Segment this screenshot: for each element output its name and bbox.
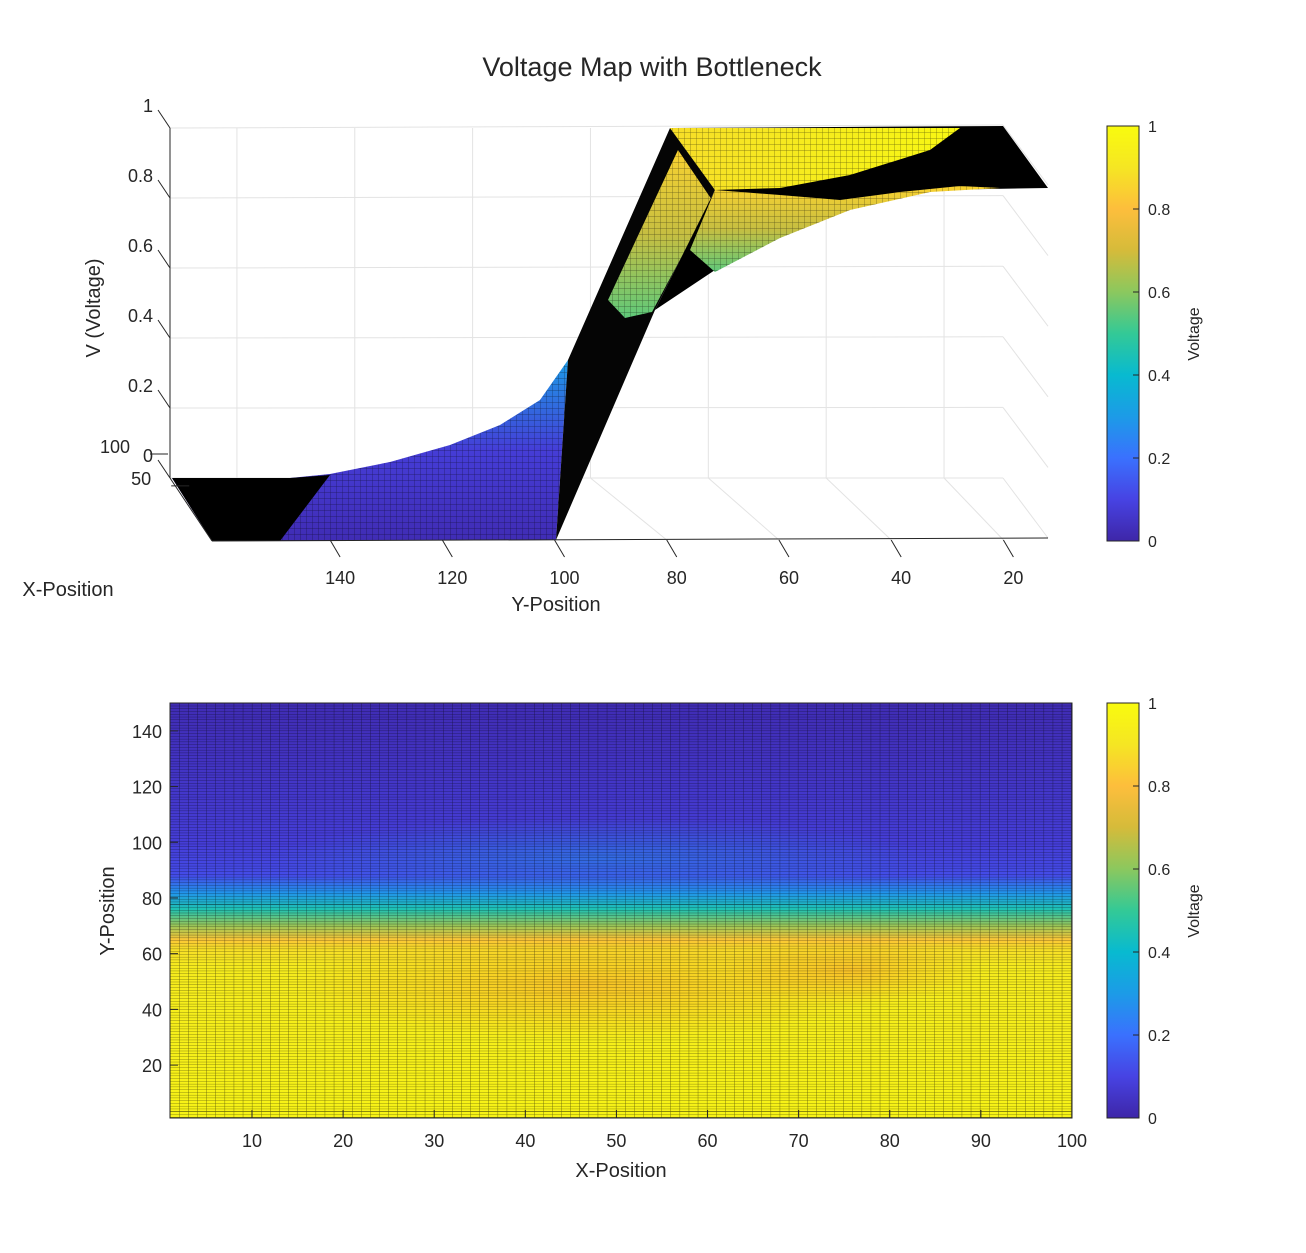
surface-z-gridline xyxy=(169,265,1004,269)
heatmap-ticks: 10 20 30 40 50 60 70 80 90 100 20 40 60 80 100 120 140 xyxy=(132,722,1087,1151)
colorbar-tick-label: 0.4 xyxy=(1148,368,1170,385)
surface-z-tick xyxy=(157,459,171,479)
surface-z-gridline-side xyxy=(1002,477,1049,539)
surface-y-tick-label: 40 xyxy=(891,568,911,588)
surface-z-gridline-side xyxy=(1002,336,1049,398)
surface-y-tick-label: 20 xyxy=(1003,568,1023,588)
surface-y-label: Y-Position xyxy=(511,594,600,616)
surface-y-tick-label: 120 xyxy=(437,568,467,588)
surface-y-tick-label: 100 xyxy=(550,568,580,588)
surface-z-tick-label: 0.4 xyxy=(128,306,153,326)
surface-colorbar-ticks: 0 0.2 0.4 0.6 0.8 1 xyxy=(1133,119,1170,551)
surface-z-tick xyxy=(157,389,171,409)
voltage-surface xyxy=(172,126,1048,541)
heatmap-x-tick-label: 40 xyxy=(515,1131,535,1151)
surface-x-label: X-Position xyxy=(22,579,113,601)
surface-y-tick-label: 80 xyxy=(667,568,687,588)
heatmap-x-tick-label: 100 xyxy=(1057,1131,1087,1151)
surface-z-label: V (Voltage) xyxy=(83,259,105,358)
surface-z-gridline-side xyxy=(1002,124,1049,186)
heatmap-mesh xyxy=(170,703,1072,1118)
heatmap-x-label: X-Position xyxy=(575,1160,666,1182)
colorbar-tick-label: 0.6 xyxy=(1148,285,1170,302)
surface-z-tick xyxy=(157,319,171,339)
y-axis-line xyxy=(211,537,1049,542)
surface-y-tick xyxy=(666,539,678,558)
heatmap-x-tick-label: 20 xyxy=(333,1131,353,1151)
colorbar-tick-label: 0.4 xyxy=(1148,945,1170,962)
colorbar-tick-label: 1 xyxy=(1148,119,1157,136)
surface-z-tick-label: 0.8 xyxy=(128,166,153,186)
surface-high-dip-mesh xyxy=(690,186,1000,272)
colorbar-tick-label: 0 xyxy=(1148,1111,1157,1128)
heatmap-y-tick-label: 60 xyxy=(142,945,162,965)
surface-z-tick xyxy=(157,249,171,269)
surface-z-tick-label: 0.6 xyxy=(128,236,153,256)
surface-plot: Voltage Map with Bottleneck 0 0.2 0.4 0.6 0.… xyxy=(22,52,1203,616)
heatmap-colorbar xyxy=(1106,702,1140,1119)
surface-y-gridline-floor xyxy=(708,477,780,541)
surface-y-tick xyxy=(1002,539,1014,558)
colorbar-tick-label: 0.8 xyxy=(1148,779,1170,796)
heatmap-x-tick-label: 90 xyxy=(971,1131,991,1151)
surface-high-top-mesh xyxy=(670,128,960,190)
heatmap-x-tick-label: 70 xyxy=(789,1131,809,1151)
heatmap-x-tick-label: 50 xyxy=(606,1131,626,1151)
colorbar-tick-label: 0 xyxy=(1148,534,1157,551)
surface-x-tick-label: 50 xyxy=(131,469,151,489)
heatmap-y-label: Y-Position xyxy=(97,866,119,955)
surface-z-tick-label: 1 xyxy=(143,96,153,116)
heatmap-x-tick-label: 30 xyxy=(424,1131,444,1151)
heatmap-y-tick-label: 140 xyxy=(132,722,162,742)
surface-ramp-face-mesh xyxy=(608,150,712,318)
surface-y-tick xyxy=(554,539,565,558)
surface-y-tick-label: 60 xyxy=(779,568,799,588)
heatmap-x-tick-label: 80 xyxy=(880,1131,900,1151)
surface-y-tick xyxy=(778,539,790,558)
surface-y-tick xyxy=(329,539,341,558)
surface-y-tick xyxy=(890,539,902,558)
colorbar-tick-label: 0.2 xyxy=(1148,451,1170,468)
surface-low-edge xyxy=(172,475,330,541)
surface-y-tick-label: 140 xyxy=(325,568,355,588)
heatmap-y-tick-label: 20 xyxy=(142,1056,162,1076)
x-axis-line xyxy=(169,477,213,542)
figure-title: Voltage Map with Bottleneck xyxy=(482,52,822,82)
heatmap-frame xyxy=(169,702,1073,1119)
surface-z-tick xyxy=(157,179,171,199)
heatmap-y-tick-label: 80 xyxy=(142,889,162,909)
colorbar-tick-label: 1 xyxy=(1148,696,1157,713)
surface-z-tick xyxy=(157,109,171,129)
surface-z-gridline-side xyxy=(1002,195,1049,256)
surface-x-tick-label: 100 xyxy=(100,437,130,457)
heatmap-x-tick-label: 60 xyxy=(698,1131,718,1151)
surface-low-region-mesh xyxy=(250,360,568,541)
surface-z-tick-label: 0.2 xyxy=(128,376,153,396)
surface-z-gridline-side xyxy=(1002,407,1049,468)
surface-y-gridline-floor xyxy=(825,477,892,541)
surface-z-tick-label: 0 xyxy=(143,446,153,466)
surface-z-gridline-side xyxy=(1002,265,1049,327)
heatmap-y-tick-label: 100 xyxy=(132,833,162,853)
heatmap-colorbar-ticks: 0 0.2 0.4 0.6 0.8 1 xyxy=(1133,696,1170,1128)
heatmap-y-tick-label: 120 xyxy=(132,778,162,798)
colorbar-tick-label: 0.6 xyxy=(1148,862,1170,879)
colorbar-tick-label: 0.8 xyxy=(1148,202,1170,219)
surface-colorbar-label: Voltage xyxy=(1186,307,1203,360)
heatmap-y-tick-label: 40 xyxy=(142,1000,162,1020)
surface-colorbar xyxy=(1106,125,1140,542)
colorbar-tick-label: 0.2 xyxy=(1148,1028,1170,1045)
surface-z-gridline xyxy=(169,124,1004,129)
surface-y-gridline-floor xyxy=(943,477,1004,541)
heatmap-colorbar-label: Voltage xyxy=(1186,884,1203,937)
surface-y-gridline-floor xyxy=(590,477,668,541)
heatmap-x-tick-label: 10 xyxy=(242,1131,262,1151)
surface-y-tick xyxy=(441,539,453,558)
